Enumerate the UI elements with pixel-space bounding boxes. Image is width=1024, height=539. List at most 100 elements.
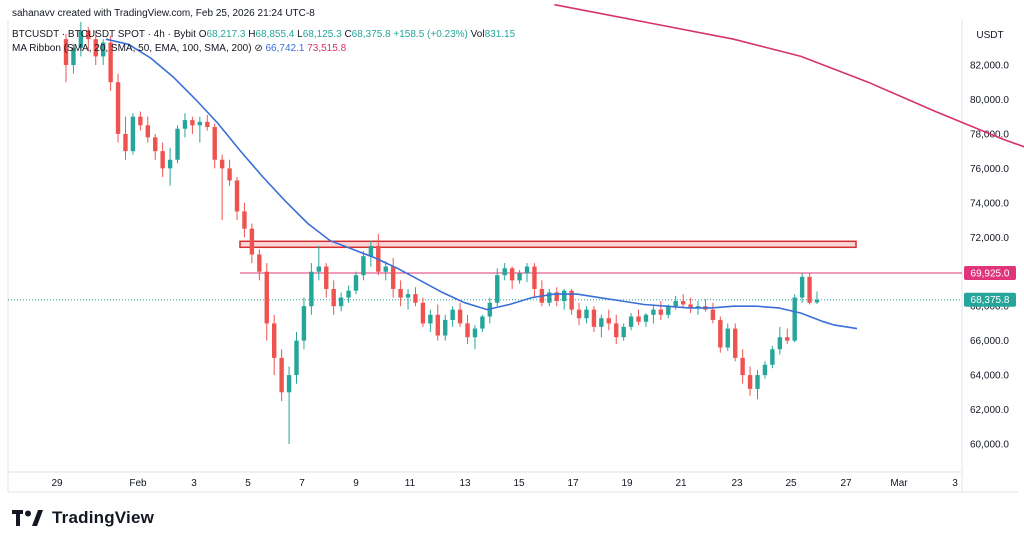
x-tick-label: 3: [191, 478, 197, 489]
candle-body: [93, 39, 98, 57]
resistance-price-tag: 69,925.0: [971, 269, 1010, 280]
ma-line-red: [554, 3, 1024, 148]
candle-body: [346, 290, 351, 298]
candle-body: [435, 314, 440, 336]
tradingview-logo-icon: [12, 510, 43, 526]
candle-body: [249, 228, 255, 255]
candle-body: [584, 309, 589, 319]
candle-body: [130, 116, 136, 152]
candle-body: [680, 301, 686, 305]
candle-body: [309, 271, 314, 307]
candle-body: [190, 120, 195, 126]
x-tick-label: 17: [567, 478, 579, 489]
candle-body: [242, 211, 247, 229]
candle-body: [666, 306, 671, 315]
resistance-price-tag-bg: [964, 266, 1016, 281]
open-value: 68,217.3: [206, 29, 246, 40]
candle-body: [733, 328, 738, 358]
x-tick-label: 21: [675, 478, 687, 489]
candle-body: [257, 254, 262, 272]
candle-body: [160, 151, 165, 169]
candle-body: [495, 275, 500, 303]
candle-body: [383, 266, 388, 272]
candle-body: [651, 309, 656, 315]
candle-body: [115, 82, 121, 134]
candle-body: [621, 326, 626, 338]
candle-body: [219, 159, 225, 169]
candle-body: [480, 316, 485, 329]
x-tick-label: 7: [299, 478, 305, 489]
candle-body: [807, 276, 812, 303]
symbol-label[interactable]: BTCUSDT · BTCUSDT SPOT · 4h · Bybit: [12, 29, 196, 40]
candle-body: [227, 168, 232, 181]
candle-body: [390, 266, 396, 289]
candle-body: [636, 316, 641, 322]
candle-body: [338, 297, 344, 307]
candle-body: [108, 42, 113, 83]
candle-body: [606, 318, 612, 324]
tradingview-brand[interactable]: TradingView: [12, 508, 154, 528]
candle-body: [532, 266, 537, 289]
candle-body: [517, 273, 522, 281]
candle-body: [331, 288, 336, 307]
high-value: 68,855.4: [255, 29, 295, 40]
candle-body: [398, 288, 403, 298]
y-tick-label: 76,000.0: [970, 164, 1009, 175]
candle-body: [814, 299, 820, 303]
candle-body: [234, 180, 240, 212]
x-tick-label: 3: [952, 478, 958, 489]
ma-ribbon-label[interactable]: MA Ribbon (SMA, 20, SMA, 50, EMA, 100, S…: [12, 43, 252, 54]
x-tick-label: 29: [51, 478, 63, 489]
candle-body: [205, 121, 210, 128]
candle-body: [78, 30, 84, 48]
created-line: sahanavv created with TradingView.com, F…: [12, 8, 315, 19]
currency-label: USDT: [976, 30, 1003, 41]
candle-body: [138, 116, 143, 126]
candle-body: [153, 137, 158, 152]
last-price-tag-bg: [964, 292, 1016, 307]
candle-body: [175, 128, 180, 160]
candle-body: [569, 290, 574, 310]
y-tick-label: 60,000.0: [970, 440, 1009, 451]
candle-body: [547, 292, 552, 303]
candle-body: [792, 297, 797, 341]
open-label: O: [198, 29, 207, 40]
candle-body: [502, 268, 507, 276]
candle-body: [123, 133, 128, 152]
candle-body: [554, 292, 559, 302]
x-tick-label: 9: [353, 478, 359, 489]
change-value: +158.5 (+0.23%): [393, 29, 468, 40]
candle-body: [524, 266, 530, 274]
candle-body: [212, 127, 217, 160]
candle-body: [197, 121, 203, 126]
candle-body: [405, 294, 411, 298]
candle-body: [316, 266, 322, 272]
x-tick-label: 5: [245, 478, 251, 489]
candle-body: [353, 275, 359, 291]
candle-body: [509, 268, 515, 281]
x-tick-label: 25: [785, 478, 797, 489]
candle-body: [576, 309, 582, 319]
candle-body: [145, 125, 150, 138]
candle-body: [420, 302, 426, 324]
eye-off-icon[interactable]: ⊘: [254, 43, 263, 54]
candle-body: [785, 337, 790, 341]
candle-body: [271, 323, 277, 358]
candle-body: [591, 309, 597, 327]
candle-body: [799, 276, 805, 298]
candle-body: [755, 375, 760, 389]
candle-body: [762, 364, 768, 376]
candle-body: [725, 328, 730, 348]
ma-value-red: 73,515.8: [307, 43, 347, 54]
y-tick-label: 80,000.0: [970, 95, 1009, 106]
candle-body: [279, 357, 284, 393]
last-price-tag: 68,375.8: [971, 295, 1010, 306]
x-tick-label: 19: [621, 478, 633, 489]
candle-body: [182, 120, 188, 129]
y-tick-label: 78,000.0: [970, 129, 1009, 140]
close-value: 68,375.8: [351, 29, 391, 40]
candle-body: [301, 306, 307, 341]
candle-body: [294, 340, 299, 376]
candle-body: [450, 309, 455, 320]
